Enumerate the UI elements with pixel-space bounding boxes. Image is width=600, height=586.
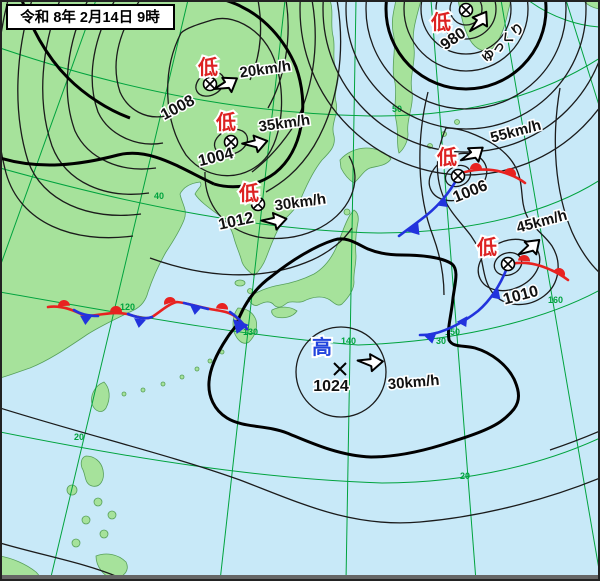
low-marker: 低 xyxy=(430,10,451,34)
lat-label-20-west: 20 xyxy=(74,432,84,442)
high-center-icon xyxy=(333,362,347,376)
low-marker: 低 xyxy=(197,55,218,79)
ryukyu-islands xyxy=(121,349,225,397)
lat-label-50: 50 xyxy=(392,104,402,114)
island-dot xyxy=(107,510,117,520)
low-center-icon xyxy=(450,168,466,184)
frame-bottom-band xyxy=(0,575,600,581)
island-dot xyxy=(99,529,109,539)
lon-label-120: 120 xyxy=(120,302,135,312)
asia-mainland xyxy=(2,2,339,378)
isobar-1020-loop xyxy=(207,237,520,459)
jeju-island xyxy=(234,279,246,287)
low-marker: 低 xyxy=(238,181,259,205)
cold-front-1006 xyxy=(397,177,459,240)
low-marker: 低 xyxy=(436,145,457,169)
lon-label-150: 150 xyxy=(445,327,460,337)
meridian-140e xyxy=(345,2,357,579)
parallel-30n xyxy=(2,290,598,346)
lat-label-20-east: 20 xyxy=(460,471,470,481)
cold-front-1010 xyxy=(418,266,509,346)
low-center-icon xyxy=(458,2,474,18)
shikoku xyxy=(271,306,298,319)
lon-label-130: 130 xyxy=(243,327,258,337)
lon-label-160: 160 xyxy=(548,295,563,305)
parallel-40n xyxy=(2,168,598,234)
meridian-110e xyxy=(2,2,96,263)
date-title-box: 令和 8年 2月14日 9時 xyxy=(6,4,175,30)
warm-front-1006 xyxy=(457,162,527,185)
honshu xyxy=(247,209,359,308)
fronts xyxy=(46,162,570,346)
warm-front-1010 xyxy=(509,254,570,282)
low-marker: 低 xyxy=(476,235,497,259)
stationary-front-west xyxy=(46,295,249,337)
island-dot xyxy=(71,538,81,548)
lat-label-40: 40 xyxy=(154,191,164,201)
low-marker: 低 xyxy=(215,110,236,134)
corner-land-southwest xyxy=(2,555,43,579)
pressure-value: 1024 xyxy=(313,378,349,395)
system-low-1012: 低 1012 30km/h xyxy=(215,179,328,235)
luzon xyxy=(80,455,104,487)
lat-label-30: 30 xyxy=(436,336,446,346)
meridian-170e xyxy=(566,2,598,104)
lon-label-140: 140 xyxy=(341,336,356,346)
high-marker: 高 xyxy=(312,335,332,359)
low-center-icon xyxy=(500,256,516,272)
island-dot xyxy=(93,497,103,507)
sado-island xyxy=(343,208,351,216)
parallel-50n xyxy=(2,48,598,117)
date-title: 令和 8年 2月14日 9時 xyxy=(20,8,160,26)
corner-islet xyxy=(584,2,598,10)
meridian-120e xyxy=(49,2,189,579)
island-dot xyxy=(81,515,91,525)
parallel-20n xyxy=(2,431,598,484)
